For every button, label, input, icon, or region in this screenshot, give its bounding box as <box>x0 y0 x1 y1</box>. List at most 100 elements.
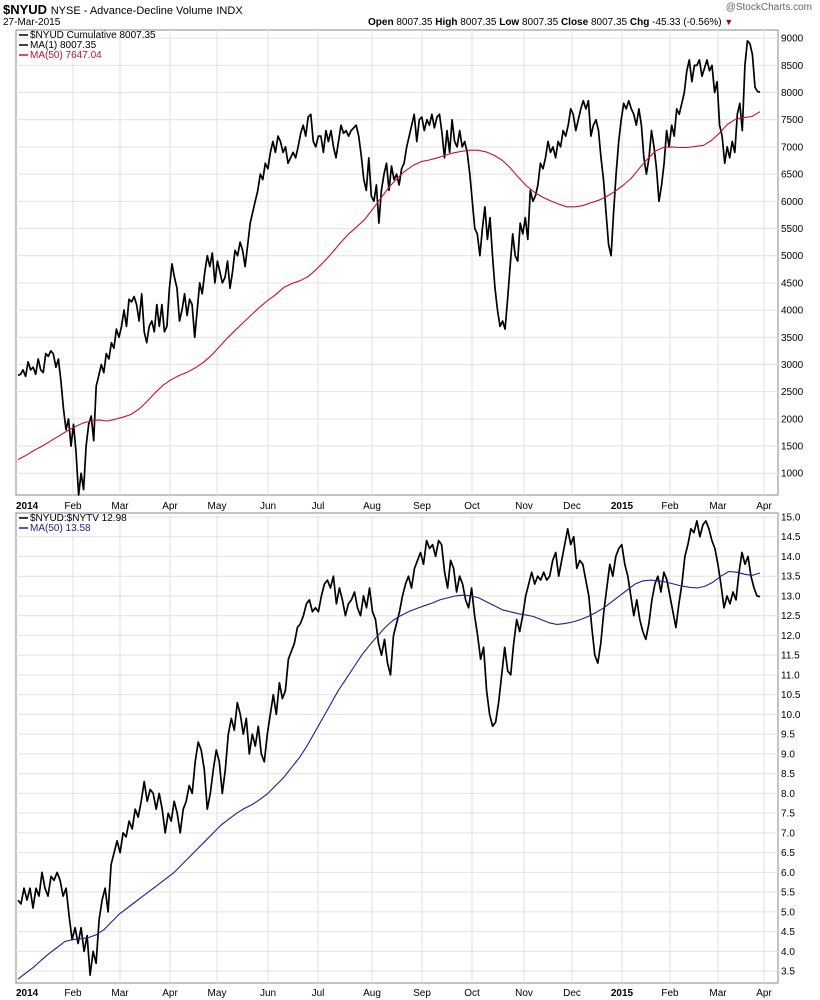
upper-x-month-label: Nov <box>515 501 533 512</box>
open-value: 8007.35 <box>396 17 433 28</box>
lower-x-month-label: Feb <box>64 988 82 999</box>
upper-x-month-label: Jul <box>312 501 325 512</box>
low-label: Low <box>499 17 520 28</box>
lower-y-tick-label: 4.5 <box>781 927 795 938</box>
lower-y-tick-label: 3.5 <box>781 967 795 978</box>
lower-x-month-label: Aug <box>363 988 381 999</box>
lower-price-line <box>17 520 761 976</box>
lower-x-month-label: Mar <box>709 988 727 999</box>
exchange-name: NYSE <box>50 5 81 17</box>
lower-y-tick-label: 13.5 <box>781 572 801 583</box>
upper-x-month-label: Apr <box>756 501 772 512</box>
lower-x-month-label: Apr <box>162 988 178 999</box>
lower-y-tick-label: 7.0 <box>781 828 795 839</box>
lower-y-tick-label: 14.5 <box>781 532 801 543</box>
index-suffix: INDX <box>216 5 243 17</box>
lower-x-month-label: 2015 <box>611 988 634 999</box>
lower-x-month-label: 2014 <box>16 988 39 999</box>
index-name: Advance-Decline Volume <box>89 5 213 17</box>
lower-y-tick-label: 13.0 <box>781 591 801 602</box>
stockcharts-brand: @StockCharts.com <box>725 2 812 13</box>
lower-x-month-label: Jun <box>260 988 276 999</box>
lower-y-tick-label: 8.5 <box>781 769 795 780</box>
close-value: 8007.35 <box>590 17 628 28</box>
lower-x-month-label: May <box>208 988 227 999</box>
high-label: High <box>435 17 458 28</box>
upper-panel-frame <box>15 29 779 496</box>
down-triangle-icon: ▼ <box>724 17 734 27</box>
lower-x-month-label: Feb <box>661 988 679 999</box>
symbol-title: $NYUD NYSE - Advance-Decline Volume INDX <box>3 2 243 17</box>
upper-y-tick-label: 7500 <box>781 115 804 126</box>
upper-y-tick-label: 3000 <box>781 360 804 371</box>
close-label: Close <box>560 17 589 28</box>
lower-y-tick-label: 4.0 <box>781 947 795 958</box>
upper-y-tick-label: 4500 <box>781 278 804 289</box>
lower-y-tick-label: 12.0 <box>781 631 801 642</box>
upper-y-tick-label: 6500 <box>781 170 804 181</box>
lower-x-month-label: Mar <box>111 988 129 999</box>
symbol-ticker: $NYUD <box>3 2 48 17</box>
chart-date: 27-Mar-2015 <box>3 17 61 28</box>
ohlc-readout: Open 8007.35 High 8007.35 Low 8007.35 Cl… <box>368 17 733 28</box>
upper-ma-line <box>17 111 761 461</box>
lower-y-tick-label: 5.0 <box>781 907 795 918</box>
lower-x-month-label: Nov <box>515 988 533 999</box>
upper-x-month-label: Sep <box>413 501 431 512</box>
upper-legend-entry: MA(1) 8007.35 <box>30 40 97 51</box>
upper-legend-entry: MA(50) 7647.04 <box>30 50 102 61</box>
lower-ma-line <box>17 570 761 980</box>
lower-x-month-label: Dec <box>563 988 581 999</box>
upper-x-month-label: Mar <box>709 501 727 512</box>
upper-y-tick-label: 1000 <box>781 469 804 480</box>
lower-y-tick-label: 11.0 <box>781 670 800 681</box>
upper-price-line <box>17 40 761 496</box>
lower-y-tick-label: 9.0 <box>781 749 795 760</box>
upper-x-month-label: Feb <box>64 501 82 512</box>
lower-legend-entry: MA(50) 13.58 <box>30 523 91 534</box>
upper-y-tick-label: 1500 <box>781 442 804 453</box>
lower-y-tick-label: 6.5 <box>781 848 795 859</box>
lower-y-tick-label: 6.0 <box>781 868 795 879</box>
lower-y-tick-label: 15.0 <box>781 512 801 523</box>
upper-x-month-label: May <box>208 501 227 512</box>
chart-header: $NYUD NYSE - Advance-Decline Volume INDX… <box>0 0 820 30</box>
lower-panel-frame <box>15 512 779 984</box>
lower-y-tick-label: 10.5 <box>781 690 801 701</box>
upper-x-month-label: Jun <box>260 501 276 512</box>
upper-x-month-label: Mar <box>111 501 129 512</box>
lower-legend-entry: $NYUD:$NYTV 12.98 <box>30 513 127 524</box>
high-value: 8007.35 <box>460 17 497 28</box>
low-value: 8007.35 <box>522 17 559 28</box>
lower-y-tick-label: 14.0 <box>781 552 801 563</box>
upper-x-month-label: Oct <box>464 501 480 512</box>
upper-y-tick-label: 3500 <box>781 333 804 344</box>
lower-x-month-label: Jul <box>312 988 325 999</box>
lower-y-tick-label: 8.0 <box>781 789 795 800</box>
upper-y-tick-label: 6000 <box>781 197 804 208</box>
chg-value: -45.33 (-0.56%) <box>652 17 722 28</box>
chg-label: Chg <box>629 17 650 28</box>
upper-y-tick-label: 8500 <box>781 61 804 72</box>
open-label: Open <box>368 17 394 28</box>
upper-y-tick-label: 2500 <box>781 387 804 398</box>
lower-x-month-label: Apr <box>756 988 772 999</box>
upper-x-month-label: Apr <box>162 501 178 512</box>
lower-x-month-label: Oct <box>464 988 480 999</box>
lower-y-tick-label: 5.5 <box>781 888 795 899</box>
upper-x-month-label: 2015 <box>611 501 634 512</box>
lower-y-tick-label: 10.0 <box>781 710 801 721</box>
upper-y-tick-label: 5000 <box>781 251 804 262</box>
upper-y-tick-label: 2000 <box>781 414 804 425</box>
lower-x-month-label: Sep <box>413 988 431 999</box>
upper-y-tick-label: 8000 <box>781 88 804 99</box>
upper-x-month-label: Aug <box>363 501 381 512</box>
lower-y-tick-label: 7.5 <box>781 809 795 820</box>
upper-x-month-label: Feb <box>661 501 679 512</box>
upper-y-tick-label: 9000 <box>781 34 804 45</box>
lower-y-tick-label: 9.5 <box>781 730 795 741</box>
lower-y-tick-label: 11.5 <box>781 651 800 662</box>
upper-x-month-label: Dec <box>563 501 581 512</box>
upper-legend-entry: $NYUD Cumulative 8007.35 <box>30 30 156 41</box>
